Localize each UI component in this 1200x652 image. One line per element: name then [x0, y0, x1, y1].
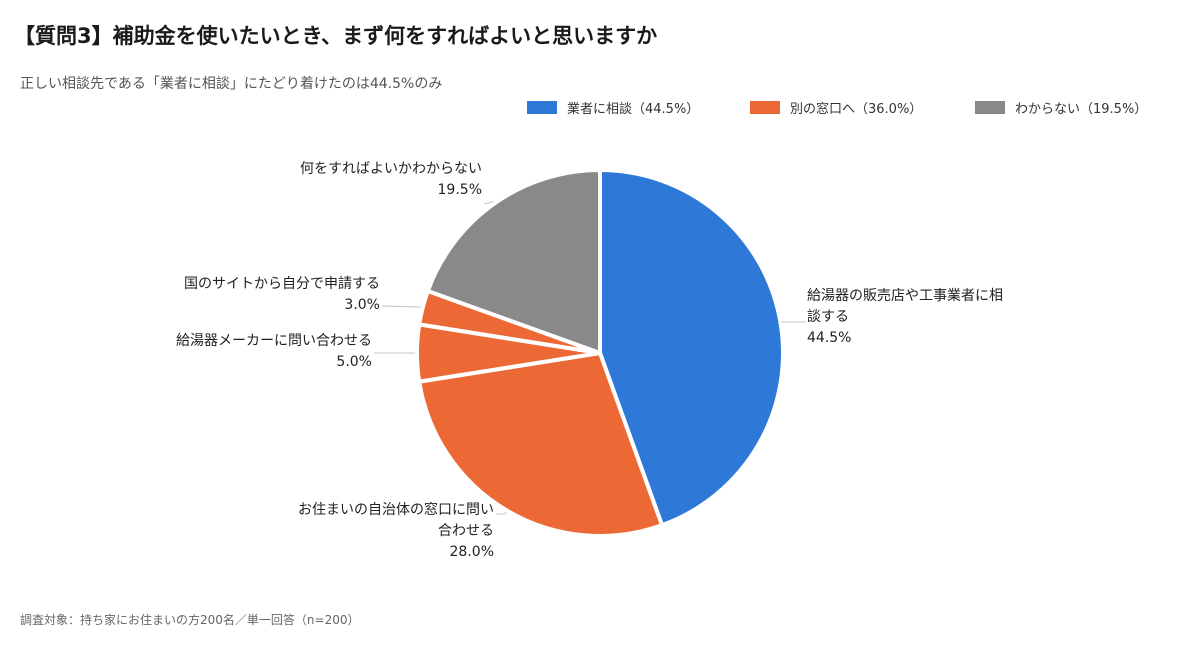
slice-label-1-line-0: お住まいの自治体の窓口に問い [298, 501, 494, 518]
pie-slice-0 [598, 168, 785, 528]
slice-value-4: 19.5% [438, 182, 482, 198]
slice-value-1: 28.0% [450, 544, 494, 560]
legend-swatch-2 [975, 101, 1005, 114]
legend-swatch-1 [750, 101, 780, 114]
pie-slice-1 [417, 351, 664, 538]
leader-lines [374, 201, 806, 515]
legend-label-2: わからない（19.5%） [1015, 102, 1147, 117]
legend-label-0: 業者に相談（44.5%） [567, 101, 699, 117]
leader-line-0 [781, 321, 806, 323]
chart-title: 【質問3】補助金を使いたいとき、まず何をすればよいと思いますか [14, 24, 658, 48]
leader-line-1 [496, 511, 507, 515]
slice-value-3: 3.0% [344, 297, 380, 313]
leader-line-4 [483, 201, 494, 205]
slice-label-0-line-0: 給湯器の販売店や工事業者に相 [807, 287, 1003, 304]
footnote: 調査対象：持ち家にお住まいの方200名／単一回答（n=200） [20, 613, 360, 627]
slice-label-3-line-0: 国のサイトから自分で申請する [184, 276, 380, 292]
legend-swatch-0 [527, 101, 557, 114]
slice-label-0-line-1: 談する [807, 309, 849, 325]
slice-label-4-line-0: 何をすればよいかわからない [300, 161, 482, 177]
slice-value-0: 44.5% [807, 330, 851, 346]
legend-label-1: 別の窓口へ（36.0%） [790, 101, 922, 117]
slice-label-1-line-1: 合わせる [438, 523, 494, 539]
pie-slice-4 [425, 168, 602, 355]
legend: 業者に相談（44.5%） 別の窓口へ（36.0%） わからない（19.5%） [527, 101, 1147, 117]
slice-label-2-line-0: 給湯器メーカーに問い合わせる [176, 332, 372, 349]
slice-value-2: 5.0% [336, 354, 372, 370]
leader-line-3 [381, 305, 421, 308]
pie-slices [414, 168, 785, 538]
chart-subtitle: 正しい相談先である「業者に相談」にたどり着けたのは44.5%のみ [20, 76, 443, 92]
